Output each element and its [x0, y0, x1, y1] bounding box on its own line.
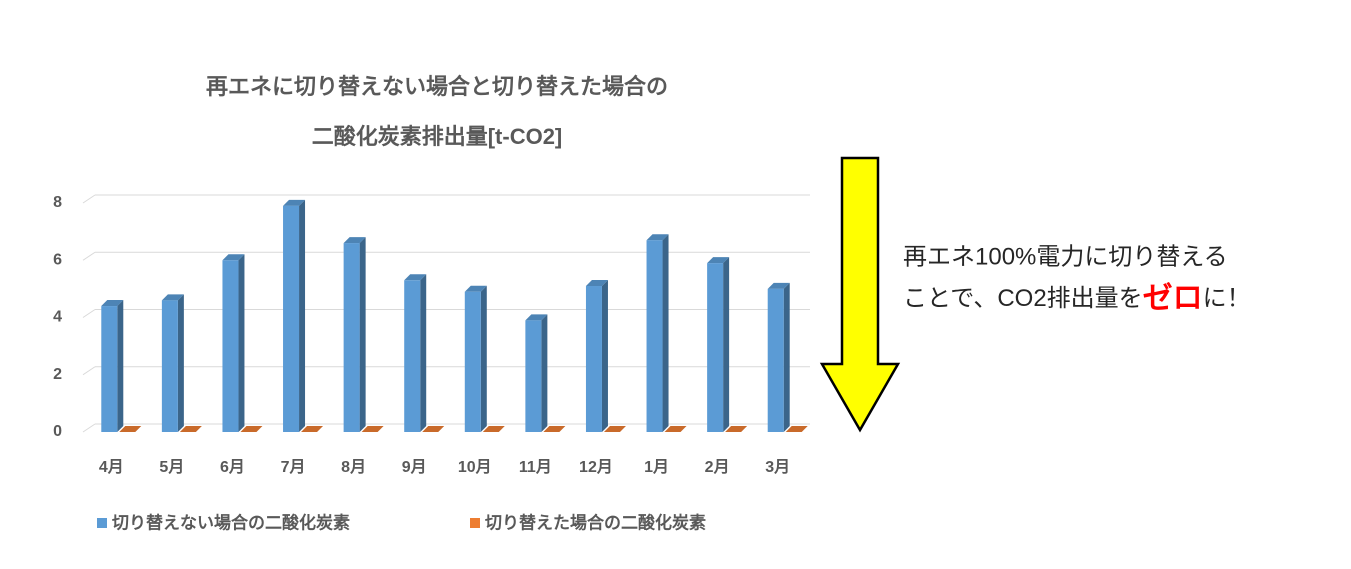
grid-line: [82, 194, 96, 204]
bar-top: [240, 426, 263, 432]
x-tick-label: 10月: [458, 458, 492, 476]
bar-top: [525, 314, 548, 321]
bar-top: [725, 426, 748, 432]
bar-top: [543, 426, 566, 432]
bar: [707, 263, 724, 432]
x-tick-label: 6月: [220, 458, 245, 476]
bar-top: [301, 426, 324, 432]
bar-top: [585, 280, 608, 287]
bar-top: [767, 282, 790, 289]
bar-top: [119, 426, 142, 432]
x-tick-label: 7月: [281, 458, 306, 476]
y-tick-label: 2: [53, 366, 62, 383]
bar-side: [420, 274, 427, 432]
bar-side: [541, 314, 548, 432]
bar-side: [723, 257, 730, 432]
bar: [222, 260, 239, 432]
x-tick-label: 9月: [402, 458, 427, 476]
grid-line: [82, 423, 96, 433]
down-arrow: [819, 156, 901, 433]
bar-top: [283, 199, 306, 206]
y-tick-label: 6: [53, 251, 62, 268]
bar: [585, 286, 602, 432]
bar: [161, 300, 178, 432]
x-tick-label: 2月: [705, 458, 730, 476]
bar-side: [299, 199, 306, 432]
annotation: ことで、CO2排出量をゼロに！: [903, 282, 1251, 315]
bar: [404, 280, 421, 432]
bar-top: [482, 426, 505, 432]
bar-top: [361, 426, 384, 432]
bar: [101, 306, 118, 432]
bar: [525, 320, 542, 432]
bar: [343, 243, 360, 432]
bar-top: [603, 426, 626, 432]
bar: [283, 205, 300, 432]
legend-swatch: [97, 518, 107, 528]
bar-top: [707, 257, 730, 264]
x-tick-label: 8月: [341, 458, 366, 476]
x-tick-label: 12月: [579, 458, 613, 476]
bar-side: [359, 237, 366, 432]
bar-top: [101, 300, 124, 307]
x-tick-label: 5月: [159, 458, 184, 476]
bar: [646, 240, 663, 432]
chart-title: 二酸化炭素排出量[t-CO2]: [312, 124, 563, 149]
bar-side: [177, 294, 184, 432]
grid-line: [82, 251, 96, 261]
legend-label: 切り替えた場合の二酸化炭素: [485, 512, 706, 532]
legend-swatch: [470, 518, 480, 528]
x-tick-label: 3月: [765, 458, 790, 476]
bar-top: [404, 274, 427, 281]
bar-top: [161, 294, 184, 301]
bar: [464, 291, 481, 432]
grid-line: [82, 366, 96, 376]
y-tick-label: 8: [53, 194, 62, 211]
bar-top: [646, 234, 669, 241]
y-tick-label: 0: [53, 423, 62, 440]
bar-top: [343, 237, 366, 244]
bar-side: [238, 254, 245, 432]
bar-top: [179, 426, 202, 432]
x-tick-label: 4月: [99, 458, 124, 476]
y-tick-label: 4: [53, 309, 62, 326]
annotation-text: に！: [1203, 285, 1251, 312]
x-tick-label: 1月: [644, 458, 669, 476]
bar-side: [662, 234, 669, 432]
grid-line: [82, 309, 96, 318]
annotation-text: ことで、CO2排出量を: [903, 285, 1143, 312]
bar-top: [222, 254, 245, 261]
x-tick-label: 11月: [519, 458, 552, 476]
bar-side: [480, 285, 487, 432]
annotation-emphasis: ゼロ: [1143, 282, 1203, 315]
bar-top: [464, 285, 487, 292]
bar-side: [117, 300, 124, 432]
bar: [767, 288, 784, 432]
bar-top: [422, 426, 445, 432]
chart-title: 再エネに切り替えない場合と切り替えた場合の: [206, 74, 668, 99]
bar-side: [783, 282, 790, 432]
bar-top: [664, 426, 687, 432]
bar-top: [785, 426, 808, 432]
bar-side: [601, 280, 608, 432]
annotation: 再エネ100%電力に切り替える: [903, 243, 1228, 270]
legend-label: 切り替えない場合の二酸化炭素: [112, 512, 350, 532]
